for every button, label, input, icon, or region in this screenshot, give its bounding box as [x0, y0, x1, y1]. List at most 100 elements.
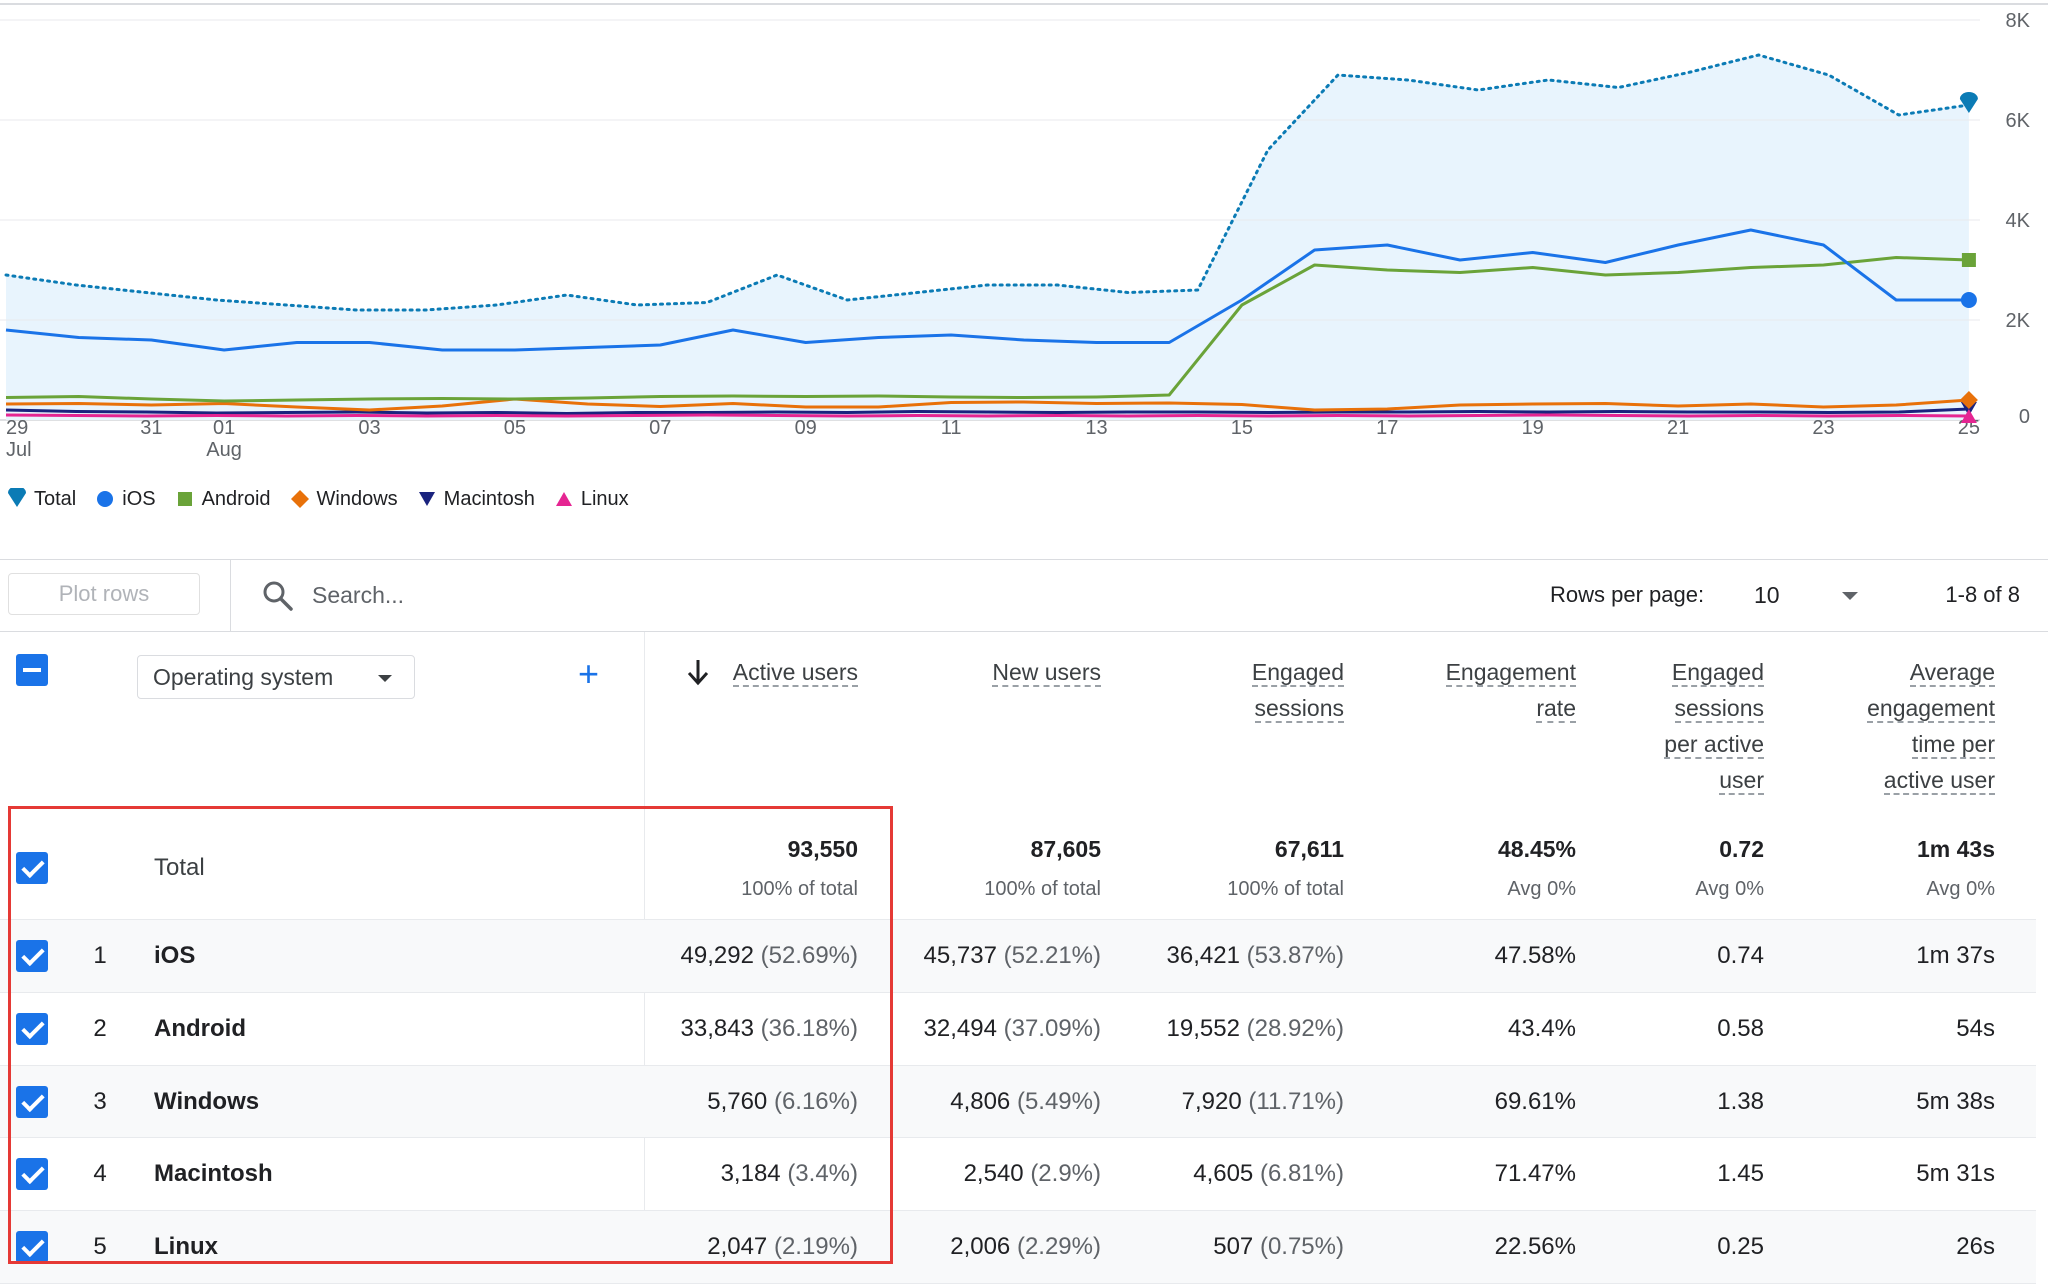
rows-per-page-select[interactable]: 10 [1754, 576, 1864, 614]
x-tick-label: 19 [1522, 417, 1544, 439]
column-header[interactable]: Engaged sessions [1164, 654, 1344, 726]
metric-cell: 43.4% [1346, 1015, 1576, 1043]
row-checkbox[interactable] [16, 1231, 48, 1264]
table-row[interactable]: 1 iOS 49,292 (52.69%) 45,737 (52.21%) 36,421… [0, 920, 2036, 993]
metric-percent: (6.81%) [1259, 1160, 1344, 1188]
series-line-linux [5, 413, 1969, 418]
y-tick-label: 2K [2006, 310, 2031, 332]
metric-value: 507 [1213, 1233, 1254, 1261]
series-end-marker [1959, 92, 1978, 113]
metric-cell: 5,760 (6.16%) [628, 1088, 858, 1116]
column-header-label: sessions [1254, 695, 1344, 723]
metric-value: 0.25 [1717, 1233, 1764, 1261]
table-row[interactable]: 4 Macintosh 3,184 (3.4%) 2,540 (2.9%) 4,605 … [0, 1138, 2036, 1212]
metric-cell: 2,540 (2.9%) [871, 1160, 1101, 1188]
metric-value: 0.74 [1717, 942, 1764, 969]
y-tick-label: 8K [2006, 10, 2031, 32]
column-header-label: time per [1911, 731, 1995, 759]
metric-cell: 26s [1765, 1233, 1995, 1261]
os-name: iOS [154, 942, 196, 969]
metric-value: 4,806 [950, 1087, 1011, 1115]
total-subtext: Avg 0% [1507, 878, 1576, 900]
x-tick-label: 11 [941, 417, 962, 439]
column-header-label: Engaged [1671, 659, 1764, 687]
metric-percent: (3.4%) [787, 1160, 858, 1188]
metric-value: 47.58% [1494, 942, 1576, 969]
column-header-label: Engagement [1445, 659, 1576, 687]
x-tick-label: 31 [140, 417, 162, 439]
legend-label: Android [201, 487, 271, 510]
metric-value: 5m 31s [1916, 1160, 1995, 1188]
metric-value: 2,006 [950, 1233, 1011, 1261]
column-header-label: user [1719, 767, 1764, 795]
select-all-checkbox[interactable] [16, 654, 48, 686]
x-tick-label: 15 [1231, 417, 1253, 439]
column-header[interactable]: Engaged sessions per active user [1604, 654, 1764, 798]
metric-percent: (2.19%) [773, 1233, 858, 1261]
metric-value: 32,494 [923, 1014, 997, 1042]
total-row: Total 93,550 100% of total 87,605 100% of t… [0, 806, 2036, 920]
series-line-ios [5, 228, 1969, 352]
legend-item: Android [174, 488, 271, 511]
column-header[interactable]: Engagement rate [1396, 654, 1576, 726]
series-end-marker [555, 492, 572, 506]
row-checkbox[interactable] [16, 940, 48, 972]
dimension-dropdown[interactable]: Operating system [137, 655, 415, 699]
metric-cell: 32,494 (37.09%) [871, 1015, 1101, 1043]
column-header[interactable]: New users [921, 654, 1101, 690]
series-line-windows [5, 397, 1970, 412]
table-row[interactable]: 3 Windows 5,760 (6.16%) 4,806 (5.49%) 7,920 … [0, 1065, 2036, 1139]
total-row-checkbox[interactable] [16, 852, 48, 884]
column-header-label: rate [1536, 695, 1576, 723]
row-checkbox[interactable] [16, 1012, 48, 1045]
row-number: 1 [93, 942, 107, 969]
y-tick-label: 4K [2006, 210, 2031, 232]
metric-value: 71.47% [1494, 1160, 1576, 1188]
metric-cell: 5m 38s [1765, 1088, 1995, 1116]
metric-value: 4,605 [1193, 1160, 1254, 1188]
metric-value: 1m 37s [1916, 942, 1995, 969]
total-subtext: 100% of total [741, 878, 858, 900]
series-end-marker [1959, 391, 1978, 409]
legend-item: iOS [94, 488, 156, 511]
rows-per-page-value: 10 [1754, 581, 1780, 608]
sort-descending-icon[interactable] [686, 658, 710, 686]
search-icon [263, 581, 293, 611]
search-input[interactable] [312, 578, 812, 612]
legend-label: Linux [580, 487, 629, 510]
series-line-total [4, 53, 1971, 312]
metric-cell: 22.56% [1346, 1233, 1576, 1261]
x-tick-label: 23 [1812, 417, 1834, 439]
table-row[interactable]: 5 Linux 2,047 (2.19%) 2,006 (2.29%) 507 (0.7… [0, 1211, 2036, 1284]
row-number: 4 [93, 1160, 107, 1188]
table-row[interactable]: 2 Android 33,843 (36.18%) 32,494 (37.09%) 19… [0, 993, 2036, 1066]
metric-cell: 33,843 (36.18%) [628, 1015, 858, 1043]
metric-cell: 5m 31s [1765, 1160, 1995, 1188]
column-header[interactable]: Active users [678, 654, 858, 690]
metric-cell: 3,184 (3.4%) [628, 1160, 858, 1188]
metric-value: 19,552 [1166, 1014, 1240, 1042]
divider [0, 559, 2048, 560]
column-header-label: New users [992, 659, 1101, 687]
x-tick-label: 17 [1376, 417, 1398, 439]
metric-value: 22.56% [1494, 1233, 1576, 1261]
column-header[interactable]: Average engagement time per active user [1795, 654, 1995, 798]
series-end-marker [1960, 292, 1977, 308]
metric-value: 54s [1956, 1014, 1995, 1042]
diamond-icon [290, 490, 309, 508]
os-name: Macintosh [154, 1160, 273, 1188]
metric-cell: 2,047 (2.19%) [628, 1233, 858, 1261]
series-line-android [5, 256, 1969, 403]
row-checkbox[interactable] [16, 1085, 48, 1118]
legend-label: Windows [316, 487, 398, 510]
total-label: Total [154, 854, 205, 881]
total-value: 67,611 [1274, 836, 1344, 862]
total-subtext: Avg 0% [1926, 878, 1995, 900]
plot-rows-button[interactable]: Plot rows [8, 573, 200, 615]
dimension-label: Operating system [153, 663, 334, 690]
divider [0, 631, 2048, 632]
row-checkbox[interactable] [16, 1158, 48, 1191]
add-dimension-button[interactable]: + [578, 653, 600, 694]
metric-value: 1.45 [1717, 1160, 1764, 1188]
x-tick-label: 01 [213, 417, 235, 439]
